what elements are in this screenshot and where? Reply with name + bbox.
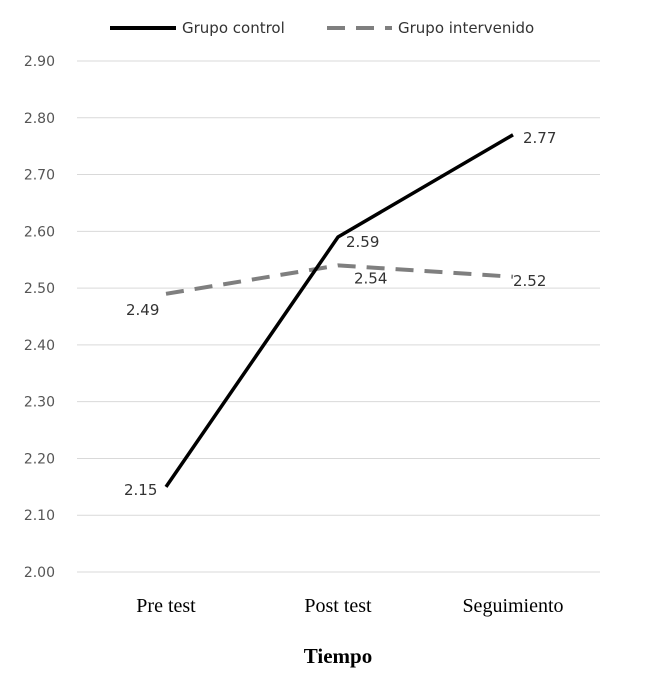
y-tick-label: 2.10: [24, 508, 55, 524]
legend-label: Grupo control: [182, 19, 285, 37]
x-tick-label: Pre test: [136, 595, 196, 617]
x-tick-label: Post test: [304, 595, 372, 617]
series-line-grupo-intervenido: [165, 263, 514, 296]
x-tick-label: Seguimiento: [462, 595, 563, 617]
y-tick-label: 2.00: [24, 565, 55, 581]
x-axis-ticks: Pre test Post test Seguimiento: [136, 595, 563, 617]
y-tick-label: 2.20: [24, 451, 55, 467]
data-label: 2.77: [523, 129, 556, 147]
y-tick-label: 2.40: [24, 338, 55, 354]
y-tick-label: 2.90: [24, 54, 55, 70]
data-label: 2.15: [124, 481, 157, 499]
y-tick-label: 2.80: [24, 111, 55, 127]
legend: Grupo control Grupo intervenido: [110, 19, 534, 37]
y-tick-label: 2.30: [24, 395, 55, 411]
y-tick-label: 2.70: [24, 168, 55, 184]
x-axis-title: Tiempo: [304, 644, 372, 668]
legend-label: Grupo intervenido: [398, 19, 534, 37]
data-labels: 2.15 2.59 2.77 2.49 2.54 2.52: [124, 129, 556, 499]
gridlines: [77, 60, 600, 573]
y-tick-label: 2.60: [24, 224, 55, 240]
data-label: 2.54: [354, 269, 387, 287]
series-lines: [164, 133, 514, 488]
series-line-grupo-control: [164, 133, 514, 488]
y-tick-label: 2.50: [24, 281, 55, 297]
data-label: 2.59: [346, 233, 379, 251]
y-axis-ticks: 2.00 2.10 2.20 2.30 2.40 2.50 2.60 2.70 2.80 2.90: [24, 54, 55, 581]
data-label: 2.52: [513, 272, 546, 290]
data-label: 2.49: [126, 301, 159, 319]
